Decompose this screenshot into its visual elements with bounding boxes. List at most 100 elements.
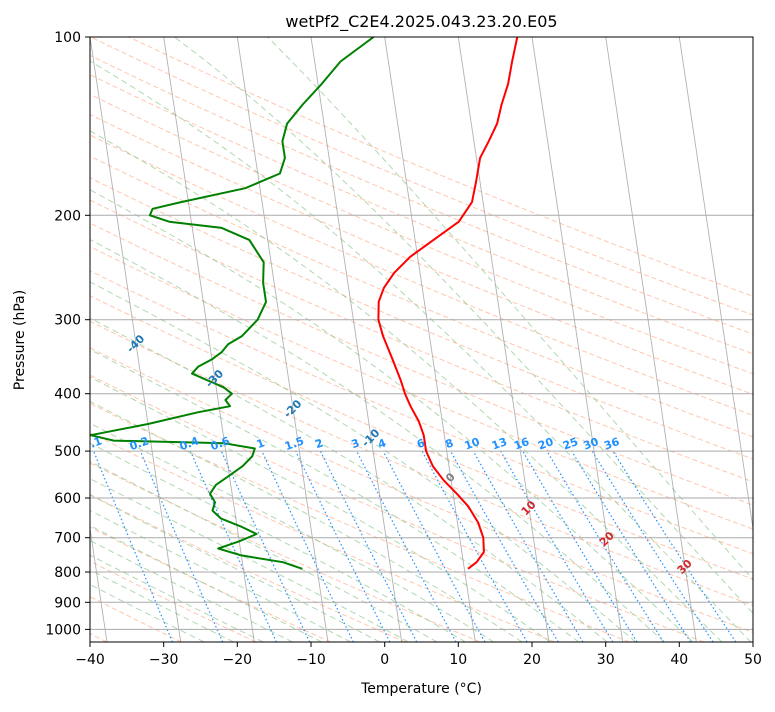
isotherm-label: -20 bbox=[281, 397, 304, 420]
moist-adiabat bbox=[0, 37, 550, 642]
label-layer: 0.10.20.40.611.52346810131620253036-100-… bbox=[0, 51, 773, 606]
y-tick-label: 600 bbox=[54, 491, 81, 507]
mixing-ratio-label: 2 bbox=[313, 436, 325, 451]
mixing-ratio-label: 0.1 bbox=[81, 434, 104, 453]
isotherm-label: 30 bbox=[675, 557, 695, 577]
mixing-ratio-label: 36 bbox=[602, 435, 621, 453]
moist-adiabat bbox=[268, 37, 775, 642]
mixing-ratio-line bbox=[422, 451, 527, 642]
mixing-ratio-label: 3 bbox=[350, 436, 362, 451]
dry-adiabat bbox=[0, 37, 775, 642]
moist-adiabat bbox=[0, 37, 607, 642]
y-tick-label: 1000 bbox=[45, 622, 81, 638]
moist-adiabat bbox=[0, 37, 408, 642]
x-tick-label: −40 bbox=[75, 652, 105, 668]
y-axis-label: Pressure (hPa) bbox=[12, 290, 28, 390]
y-tick-label: 500 bbox=[54, 444, 81, 460]
mixing-ratio-label: 1 bbox=[255, 436, 267, 451]
dry-adiabat bbox=[0, 37, 775, 642]
y-tick-label: 200 bbox=[54, 208, 81, 224]
x-tick-label: 40 bbox=[670, 652, 688, 668]
x-tick-label: 30 bbox=[597, 652, 615, 668]
mixing-ratio-line bbox=[140, 451, 222, 642]
y-tick-label: 300 bbox=[54, 313, 81, 329]
dry-adiabat bbox=[0, 37, 775, 642]
x-tick-label: −20 bbox=[223, 652, 253, 668]
isotherm-label: 20 bbox=[597, 529, 617, 549]
mixing-ratio-line bbox=[523, 451, 637, 642]
mixing-ratio-line bbox=[501, 451, 613, 642]
moist-adiabat bbox=[0, 37, 579, 642]
isotherm-line bbox=[606, 37, 697, 642]
x-tick-label: 20 bbox=[523, 652, 541, 668]
chart-title: wetPf2_C2E4.2025.043.23.20.E05 bbox=[285, 12, 557, 32]
isotherm-label: 40 bbox=[753, 586, 773, 606]
grid-layer bbox=[0, 37, 775, 642]
isotherm-line bbox=[458, 37, 549, 642]
moist-adiabat bbox=[0, 37, 293, 642]
mixing-ratio-label: 1.5 bbox=[283, 434, 306, 453]
y-tick-label: 800 bbox=[54, 565, 81, 581]
mixing-ratio-line bbox=[613, 451, 736, 642]
dry-adiabat bbox=[0, 37, 775, 642]
moist-adiabat bbox=[0, 37, 636, 642]
isotherm-line bbox=[311, 37, 402, 642]
dry-adiabat bbox=[53, 37, 775, 642]
dry-adiabat bbox=[0, 37, 775, 642]
dry-adiabat bbox=[0, 37, 775, 642]
mixing-ratio-line bbox=[451, 451, 559, 642]
isotherm-label: -40 bbox=[124, 332, 147, 355]
moist-adiabat bbox=[174, 37, 775, 642]
mixing-ratio-line bbox=[262, 451, 354, 642]
y-tick-label: 100 bbox=[54, 30, 81, 46]
isotherm-line bbox=[679, 37, 770, 642]
plot-frame bbox=[90, 37, 753, 642]
x-tick-label: −10 bbox=[296, 652, 326, 668]
isotherm-line bbox=[164, 37, 255, 642]
mixing-ratio-line bbox=[320, 451, 416, 642]
moist-adiabat bbox=[0, 37, 664, 642]
mixing-ratio-line bbox=[357, 451, 456, 642]
mixing-ratio-label: 13 bbox=[490, 435, 509, 452]
dry-adiabat bbox=[0, 37, 480, 642]
moist-adiabat bbox=[0, 37, 380, 642]
mixing-ratio-line bbox=[592, 451, 713, 642]
y-tick-label: 400 bbox=[54, 387, 81, 403]
x-tick-label: 0 bbox=[380, 652, 389, 668]
moist-adiabat bbox=[0, 37, 204, 642]
dry-adiabat bbox=[0, 37, 775, 642]
dry-adiabat bbox=[0, 37, 331, 642]
isotherm-line bbox=[237, 37, 328, 642]
moist-adiabat bbox=[0, 37, 722, 642]
dry-adiabat bbox=[0, 37, 775, 642]
mixing-ratio-label: 0.2 bbox=[128, 434, 151, 453]
mixing-ratio-label: 16 bbox=[512, 435, 531, 453]
mixing-ratio-line bbox=[473, 451, 583, 642]
temperature-trace bbox=[378, 37, 517, 569]
mixing-ratio-label: 30 bbox=[582, 435, 601, 453]
dry-adiabat bbox=[91, 37, 775, 642]
dry-adiabat bbox=[0, 37, 775, 642]
x-tick-label: 10 bbox=[449, 652, 467, 668]
moist-adiabat bbox=[49, 37, 751, 642]
x-tick-label: 50 bbox=[744, 652, 762, 668]
mixing-ratio-line bbox=[296, 451, 390, 642]
dry-adiabat bbox=[0, 37, 775, 642]
isotherm-label: -50 bbox=[44, 290, 67, 313]
y-tick-label: 900 bbox=[54, 595, 81, 611]
isotherm-line bbox=[532, 37, 623, 642]
isotherm-line bbox=[16, 37, 107, 642]
moist-adiabat bbox=[0, 37, 351, 642]
dry-adiabat bbox=[0, 37, 704, 642]
moist-adiabat bbox=[0, 37, 437, 642]
moist-adiabat bbox=[0, 37, 522, 642]
y-tick-label: 700 bbox=[54, 531, 81, 547]
isotherm-line bbox=[753, 37, 775, 642]
dry-adiabat bbox=[0, 37, 256, 642]
x-axis-label: Temperature (°C) bbox=[360, 681, 482, 697]
dry-adiabat bbox=[0, 37, 775, 642]
moist-adiabat bbox=[0, 37, 494, 642]
dry-adiabat bbox=[0, 37, 775, 642]
